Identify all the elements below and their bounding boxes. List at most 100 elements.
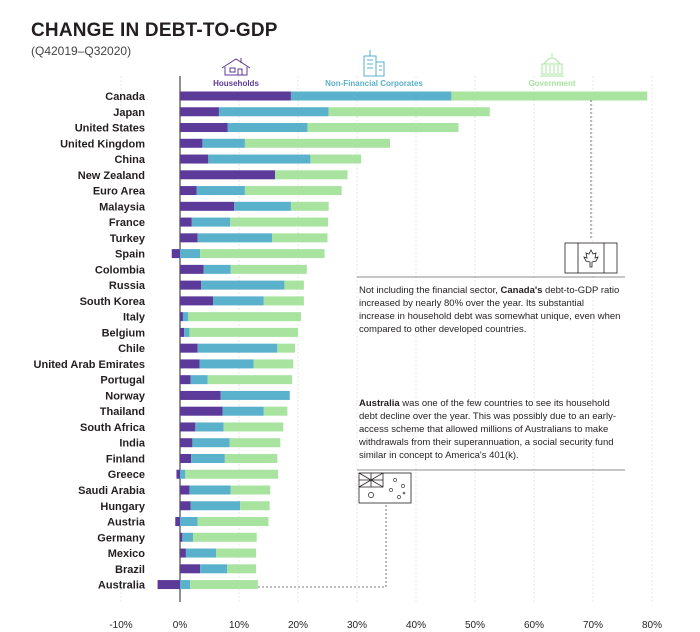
category-label: United Kingdom <box>60 138 145 150</box>
bar-segment-corporates <box>213 296 264 306</box>
bar-segment-government <box>229 438 281 448</box>
bar-segment-government <box>230 217 329 227</box>
category-label: Italy <box>123 312 146 324</box>
government-building-icon <box>540 53 564 77</box>
bar-segment-households <box>180 438 193 448</box>
bar-segment-households <box>180 422 196 432</box>
x-tick-label: 80% <box>642 620 662 631</box>
bar-segment-government <box>290 201 329 211</box>
category-label: Saudi Arabia <box>78 485 146 497</box>
house-icon <box>221 58 251 76</box>
category-label: Greece <box>108 469 145 481</box>
canada-note-bold: Canada's <box>500 285 543 296</box>
category-label: China <box>114 154 145 166</box>
bar-segment-corporates <box>180 469 186 479</box>
bar-segment-government <box>272 233 328 243</box>
category-label: Russia <box>109 280 146 292</box>
australia-flag-icon <box>358 472 412 504</box>
bar-segment-government <box>223 422 284 432</box>
bar-segment-households <box>180 296 214 306</box>
bar-segment-households <box>180 312 183 322</box>
bar-segment-households <box>180 501 191 511</box>
bar-segment-corporates <box>197 343 278 353</box>
bar-segment-households <box>180 532 183 542</box>
x-tick-label: 70% <box>583 620 603 631</box>
bar-segment-households <box>180 375 191 385</box>
category-label: Mexico <box>108 548 146 560</box>
bar-segment-households <box>180 217 192 227</box>
legend-government: Government <box>528 79 575 88</box>
bars <box>157 91 648 590</box>
bar-segment-government <box>230 264 307 274</box>
category-label: Hungary <box>100 501 146 513</box>
category-label: Chile <box>118 343 145 355</box>
canada-note-post: debt-to-GDP ratio increased by nearly 80… <box>359 285 621 335</box>
category-label: Turkey <box>110 233 146 245</box>
bar-segment-government <box>230 485 271 495</box>
bar-segment-households <box>175 517 180 527</box>
x-tick-label: 60% <box>524 620 544 631</box>
bar-segment-corporates <box>195 422 224 432</box>
bar-segment-corporates <box>290 91 452 101</box>
bar-segment-corporates <box>185 548 216 558</box>
bar-segment-households <box>180 170 275 180</box>
bar-segment-households <box>180 406 223 416</box>
canada-note-pre: Not including the financial sector, <box>359 285 501 296</box>
bar-segment-households <box>180 564 201 574</box>
x-tick-label: -10% <box>109 620 132 631</box>
bar-segment-households <box>180 186 197 196</box>
bar-segment-corporates <box>208 154 311 164</box>
x-tick-label: 50% <box>465 620 485 631</box>
bar-segment-households <box>180 327 185 337</box>
category-label: Spain <box>115 249 145 261</box>
category-label: Austria <box>107 517 146 529</box>
bar-segment-government <box>200 249 325 259</box>
bar-segment-corporates <box>199 359 254 369</box>
bar-segment-households <box>157 580 180 590</box>
bar-segment-corporates <box>189 485 231 495</box>
bar-segment-corporates <box>220 390 290 400</box>
bar-segment-government <box>185 469 278 479</box>
bar-segment-government <box>328 107 490 117</box>
bar-segment-government <box>190 580 258 590</box>
category-label: South Africa <box>80 422 146 434</box>
category-label: France <box>109 217 145 229</box>
category-label: Malaysia <box>99 201 146 213</box>
x-tick-label: 10% <box>229 620 249 631</box>
bar-segment-corporates <box>203 264 231 274</box>
australia-note: Australia was one of the few countries t… <box>359 397 621 462</box>
bar-segment-government <box>307 123 459 133</box>
category-label: Brazil <box>115 564 145 576</box>
bar-segment-government <box>277 343 296 353</box>
x-tick-label: 30% <box>347 620 367 631</box>
category-label: South Korea <box>80 296 146 308</box>
category-label: Belgium <box>102 327 146 339</box>
australia-note-bold: Australia <box>359 398 400 409</box>
x-axis-ticks: -10% 0% 10% 20% 30% 40% 50% 60% 70% 80% <box>109 620 662 631</box>
legend-households: Households <box>213 79 259 88</box>
bar-segment-households <box>180 123 228 133</box>
bar-segment-corporates <box>191 217 231 227</box>
category-label: United States <box>75 123 145 135</box>
gridlines <box>120 76 653 602</box>
bar-segment-households <box>180 548 186 558</box>
australia-note-post: was one of the few countries to see its … <box>359 398 616 461</box>
bar-segment-corporates <box>218 107 329 117</box>
bar-segment-corporates <box>201 280 285 290</box>
category-label: New Zealand <box>78 170 145 182</box>
bar-segment-households <box>180 233 198 243</box>
bar-segment-government <box>263 296 304 306</box>
canada-flag-icon <box>564 242 618 274</box>
bar-segment-corporates <box>200 564 228 574</box>
bar-segment-households <box>180 453 192 463</box>
bar-segment-households <box>180 343 198 353</box>
bar-segment-government <box>188 312 301 322</box>
bar-segment-households <box>180 390 221 400</box>
bar-segment-households <box>180 154 209 164</box>
category-label: Canada <box>105 91 146 103</box>
x-tick-label: 20% <box>288 620 308 631</box>
bar-segment-households <box>180 138 203 148</box>
bar-segment-corporates <box>182 312 189 322</box>
x-tick-label: 0% <box>173 620 188 631</box>
category-labels: Canada Japan United States United Kingdom Ch… <box>34 91 146 592</box>
